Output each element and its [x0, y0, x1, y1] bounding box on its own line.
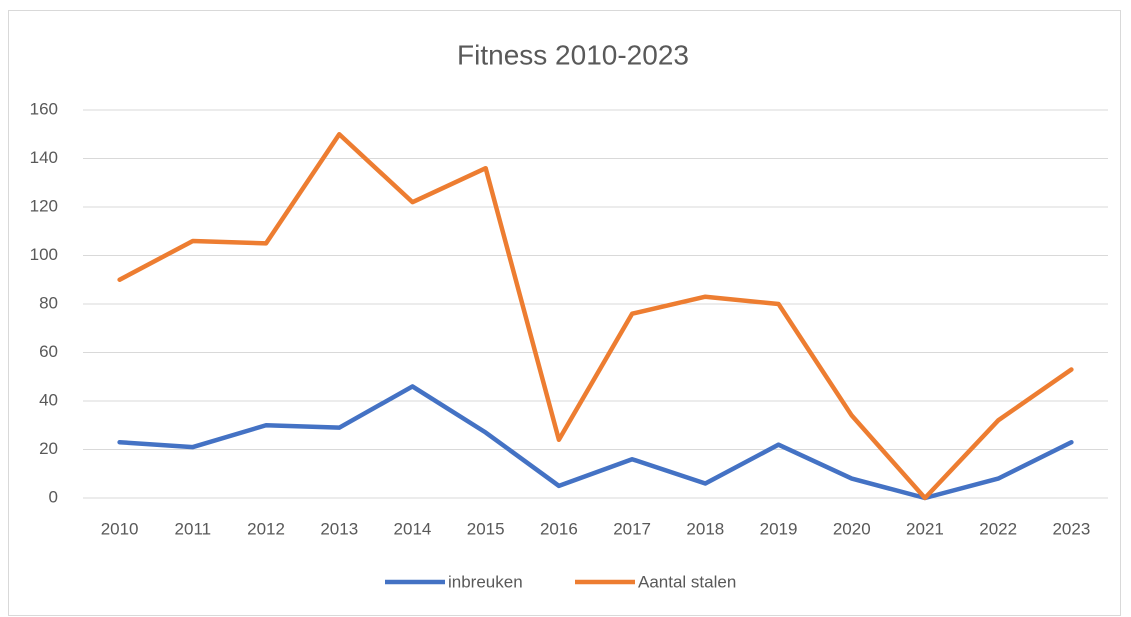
- chart-title: Fitness 2010-2023: [457, 39, 689, 70]
- x-tick-label: 2015: [467, 519, 505, 538]
- y-tick-label: 100: [30, 245, 58, 264]
- x-tick-label: 2022: [979, 519, 1017, 538]
- x-tick-label: 2012: [247, 519, 285, 538]
- x-tick-label: 2014: [394, 519, 432, 538]
- legend-label: Aantal stalen: [638, 572, 736, 591]
- x-tick-label: 2021: [906, 519, 944, 538]
- x-tick-label: 2010: [101, 519, 139, 538]
- legend-label: inbreuken: [448, 572, 523, 591]
- x-tick-label: 2020: [833, 519, 871, 538]
- y-tick-label: 160: [30, 99, 58, 118]
- series-line: [117, 132, 1074, 501]
- y-tick-label: 40: [39, 390, 58, 409]
- x-tick-label: 2013: [320, 519, 358, 538]
- y-tick-label: 140: [30, 148, 58, 167]
- series-line: [117, 384, 1074, 501]
- x-tick-label: 2016: [540, 519, 578, 538]
- x-tick-label: 2019: [760, 519, 798, 538]
- x-tick-label: 2017: [613, 519, 651, 538]
- y-tick-label: 80: [39, 293, 58, 312]
- x-tick-label: 2023: [1052, 519, 1090, 538]
- y-tick-label: 0: [49, 487, 58, 506]
- x-tick-label: 2011: [175, 519, 212, 538]
- y-tick-label: 120: [30, 196, 58, 215]
- x-tick-label: 2018: [686, 519, 724, 538]
- y-tick-label: 60: [39, 342, 58, 361]
- chart-frame: [8, 10, 1121, 616]
- y-tick-label: 20: [39, 439, 58, 458]
